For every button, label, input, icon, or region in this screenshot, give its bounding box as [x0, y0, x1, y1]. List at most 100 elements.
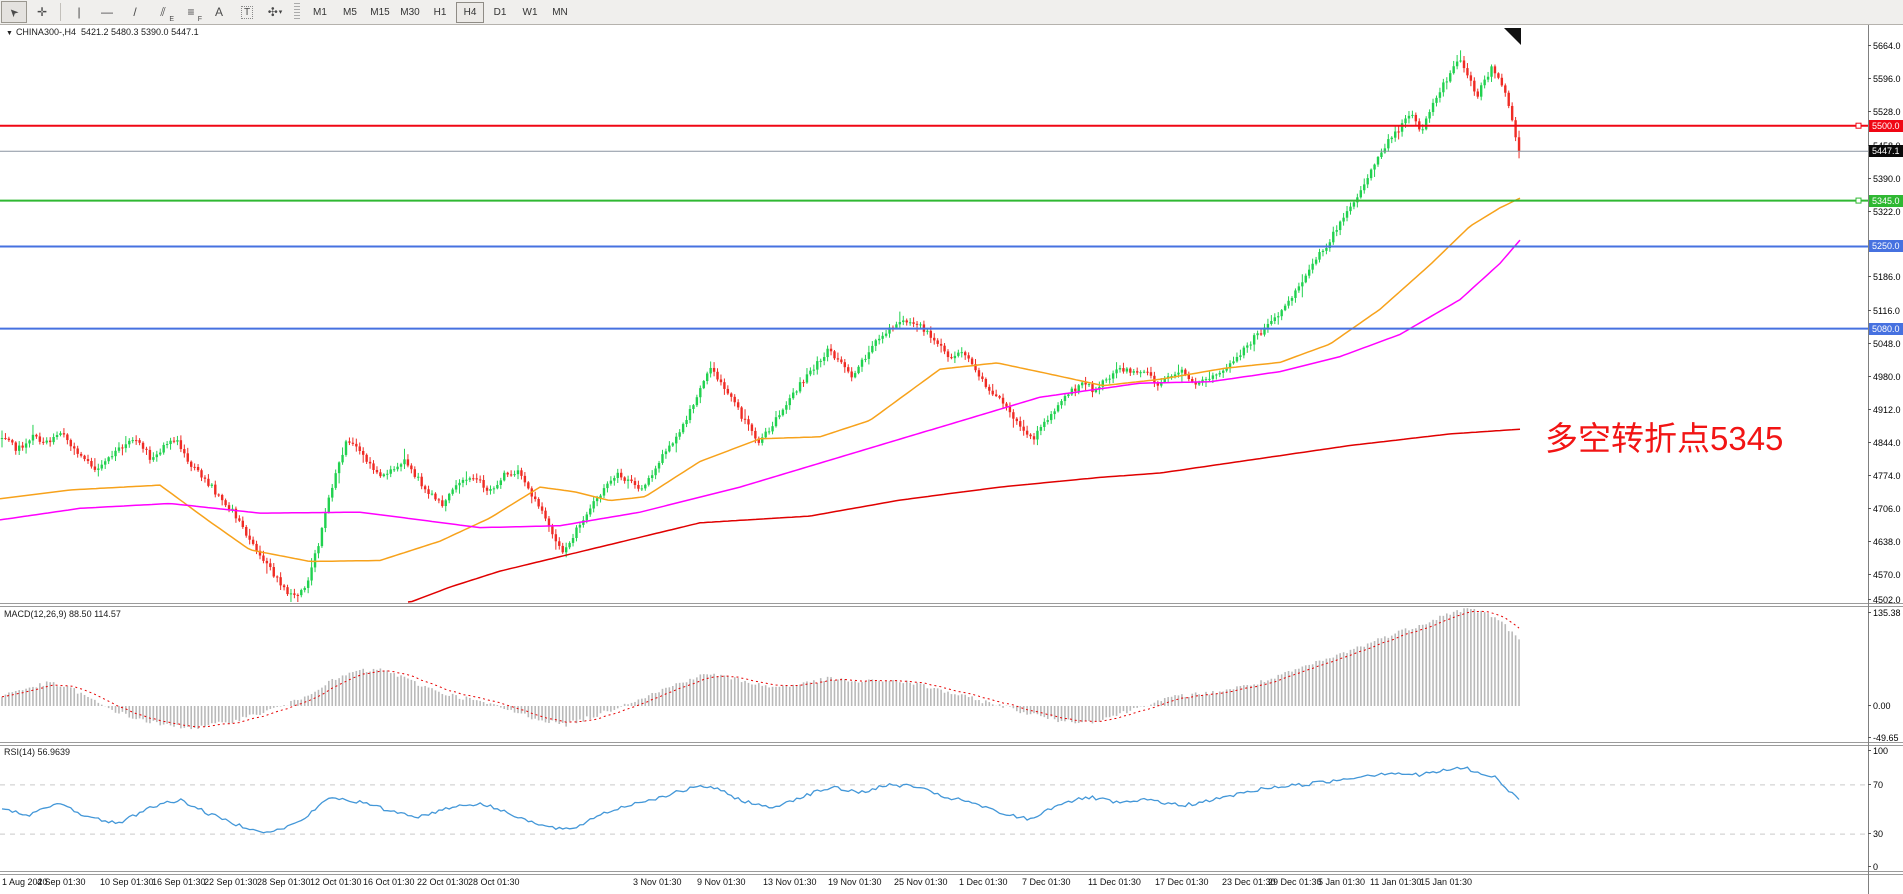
time-label: 22 Oct 01:30 — [417, 877, 469, 887]
ohlc-readout: 5421.2 5480.3 5390.0 5447.1 — [80, 27, 199, 37]
text-label-tool-icon: T — [240, 5, 254, 19]
timeframe-h4-button[interactable]: H4 — [456, 1, 484, 23]
cursor-icon: ➤ — [6, 4, 22, 20]
time-label: 7 Dec 01:30 — [1022, 877, 1071, 887]
level-badge-5500.0: 5500.0 — [1869, 119, 1903, 132]
level-handle-5500[interactable] — [1855, 122, 1862, 129]
text-tool-icon: A — [214, 5, 223, 19]
main-toolbar: ➤ ✛ | — / ⫽ E ≡ F A T ✣ ▾ M1 M5 M15 M30 H1 H4 D1 W1 MN — [0, 0, 1903, 25]
rsi-value: 56.9639 — [37, 747, 71, 757]
rsi-line — [1, 766, 1520, 834]
symbol-title: CHINA300-,H4 — [15, 27, 76, 37]
toolbar-separator — [60, 3, 61, 21]
time-label: 3 Nov 01:30 — [633, 877, 682, 887]
time-label: 13 Nov 01:30 — [763, 877, 817, 887]
cursor-button[interactable]: ➤ — [1, 1, 27, 23]
equidistant-channel-tool-button[interactable]: ⫽ E — [150, 1, 176, 24]
rsi-layer — [0, 766, 1868, 835]
time-label: 1 Dec 01:30 — [959, 877, 1008, 887]
price-tick-4706.0: 4706.0 — [1868, 504, 1903, 514]
macd-signal-line — [1, 610, 1520, 728]
level-badge-5250.0: 5250.0 — [1869, 240, 1903, 253]
price-tick-5664.0: 5664.0 — [1868, 41, 1903, 51]
time-label: 23 Dec 01:30 — [1222, 877, 1276, 887]
trendline-tool-icon: / — [133, 5, 137, 19]
timeframe-w1-button[interactable]: W1 — [522, 6, 538, 18]
trendline-tool-button[interactable]: / — [122, 1, 148, 23]
rsi-tick-100: 100 — [1868, 746, 1903, 756]
rsi-indicator-label: RSI(14) 56.9639 — [4, 747, 71, 757]
text-tool-button[interactable]: A — [206, 1, 232, 23]
moving-averages-layer — [0, 197, 1521, 603]
price-tick-4980.0: 4980.0 — [1868, 372, 1903, 382]
level-badge-5080.0: 5080.0 — [1869, 322, 1903, 335]
price-tick-5528.0: 5528.0 — [1868, 107, 1903, 117]
equidistant-channel-tool-icon: ⫽ — [160, 4, 166, 19]
price-tick-5186.0: 5186.0 — [1868, 272, 1903, 282]
level-badge-5345.0: 5345.0 — [1869, 194, 1903, 207]
toolbar-grip[interactable] — [294, 3, 300, 21]
price-tick-4774.0: 4774.0 — [1868, 471, 1903, 481]
fibonacci-tool-icon: ≡ — [187, 5, 195, 19]
chart-title: ▼ CHINA300-,H4 5421.2 5480.3 5390.0 5447.… — [6, 27, 199, 37]
timeframe-m30-button[interactable]: M30 — [400, 6, 420, 18]
crosshair-icon: ✛ — [36, 5, 48, 19]
price-tick-5048.0: 5048.0 — [1868, 339, 1903, 349]
time-label: 10 Sep 01:30 — [100, 877, 154, 887]
time-label: 28 Sep 01:30 — [257, 877, 311, 887]
arrows-tool-button[interactable]: ✣ ▾ — [262, 1, 288, 23]
dropdown-caret-icon[interactable]: ▾ — [278, 9, 283, 16]
horizontal-line-tool-icon: — — [101, 5, 113, 19]
ma-slow-red — [407, 428, 1521, 603]
time-label: 16 Sep 01:30 — [152, 877, 206, 887]
ma-fast-orange — [0, 197, 1521, 563]
horizontal-levels-layer[interactable] — [0, 122, 1868, 330]
timeframe-m1-button[interactable]: M1 — [313, 6, 327, 18]
price-tick-4570.0: 4570.0 — [1868, 570, 1903, 580]
chart-shift-marker-icon[interactable] — [1504, 28, 1521, 45]
timeframe-mn-button[interactable]: MN — [552, 6, 568, 18]
horizontal-line-tool-button[interactable]: — — [94, 1, 120, 23]
timeframe-m15-button[interactable]: M15 — [370, 6, 390, 18]
timeframe-m5-button[interactable]: M5 — [343, 6, 357, 18]
ma-medium-magenta — [0, 239, 1521, 529]
price-tick-4912.0: 4912.0 — [1868, 405, 1903, 415]
time-label: 19 Nov 01:30 — [828, 877, 882, 887]
price-tick-5322.0: 5322.0 — [1868, 207, 1903, 217]
equidistant-channel-tool-sub-label: E — [169, 16, 174, 23]
time-label: 9 Nov 01:30 — [697, 877, 746, 887]
price-tick-4502.0: 4502.0 — [1868, 595, 1903, 605]
time-label: 17 Dec 01:30 — [1155, 877, 1209, 887]
macd-values: 88.50 114.57 — [69, 609, 121, 619]
chart-text-annotation[interactable]: 多空转折点5345 — [1545, 420, 1784, 457]
rsi-tick-30: 30 — [1868, 829, 1903, 839]
rsi-tick-0: 0 — [1868, 862, 1903, 872]
current-price-badge: 5447.1 — [1869, 145, 1903, 158]
macd-tick--49.65: -49.65 — [1868, 733, 1903, 743]
timeframe-d1-button[interactable]: D1 — [493, 6, 507, 18]
time-label: 5 Jan 01:30 — [1318, 877, 1366, 887]
time-label: 25 Nov 01:30 — [894, 877, 948, 887]
price-tick-5596.0: 5596.0 — [1868, 74, 1903, 84]
macd-layer — [1, 608, 1520, 730]
time-label: 16 Oct 01:30 — [363, 877, 415, 887]
rsi-tick-70: 70 — [1868, 780, 1903, 790]
crosshair-button[interactable]: ✛ — [29, 1, 55, 23]
price-tick-5390.0: 5390.0 — [1868, 174, 1903, 184]
vertical-line-tool-button[interactable]: | — [66, 1, 92, 23]
fibonacci-tool-sub-label: F — [197, 16, 202, 23]
level-handle-5345[interactable] — [1855, 197, 1862, 204]
timeframe-h1-button[interactable]: H1 — [433, 6, 447, 18]
arrows-tool-icon: ✣ — [267, 5, 278, 19]
macd-indicator-label: MACD(12,26,9) 88.50 114.57 — [4, 609, 121, 619]
text-label-tool-button[interactable]: T — [234, 1, 260, 23]
vertical-line-tool-icon: | — [77, 5, 81, 19]
time-label: 29 Dec 01:30 — [1268, 877, 1322, 887]
chevron-down-icon[interactable]: ▼ — [6, 30, 13, 37]
macd-tick-0.00: 0.00 — [1868, 701, 1903, 711]
fibonacci-tool-button[interactable]: ≡ F — [178, 1, 204, 23]
time-label: 22 Sep 01:30 — [204, 877, 258, 887]
time-label: 11 Dec 01:30 — [1088, 877, 1141, 887]
